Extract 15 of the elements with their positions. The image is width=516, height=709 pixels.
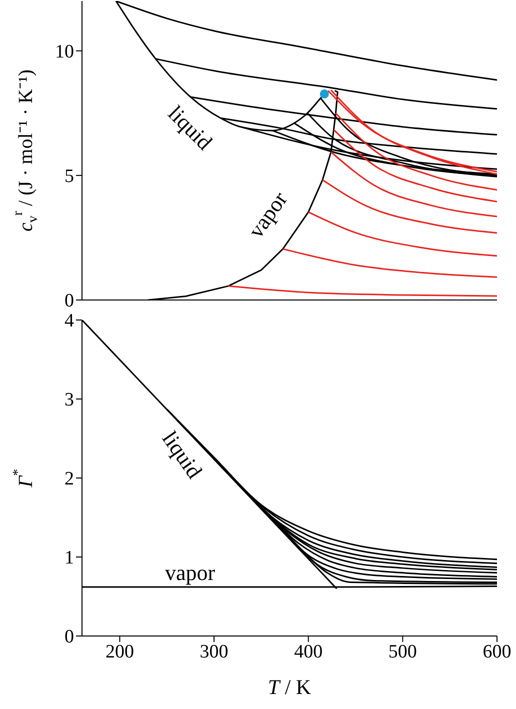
y-tick-label: 5 [64, 166, 74, 188]
y-tick-label: 4 [64, 310, 74, 332]
x-tick-label: 500 [388, 641, 417, 662]
x-tick-label: 600 [482, 641, 512, 662]
y-tick-label: 2 [64, 468, 74, 490]
x-tick-label: 400 [294, 641, 323, 662]
y-tick-label: 0 [64, 290, 74, 312]
x-tick-label: 200 [105, 641, 134, 662]
y-tick-label: 3 [64, 390, 74, 411]
annotation: vapor [164, 560, 216, 585]
y-tick-label: 0 [64, 626, 74, 648]
x-axis-title: T / K [268, 675, 312, 699]
x-tick-label: 300 [200, 641, 228, 662]
y-tick-label: 1 [64, 548, 74, 569]
y-tick-label: 10 [55, 42, 74, 63]
